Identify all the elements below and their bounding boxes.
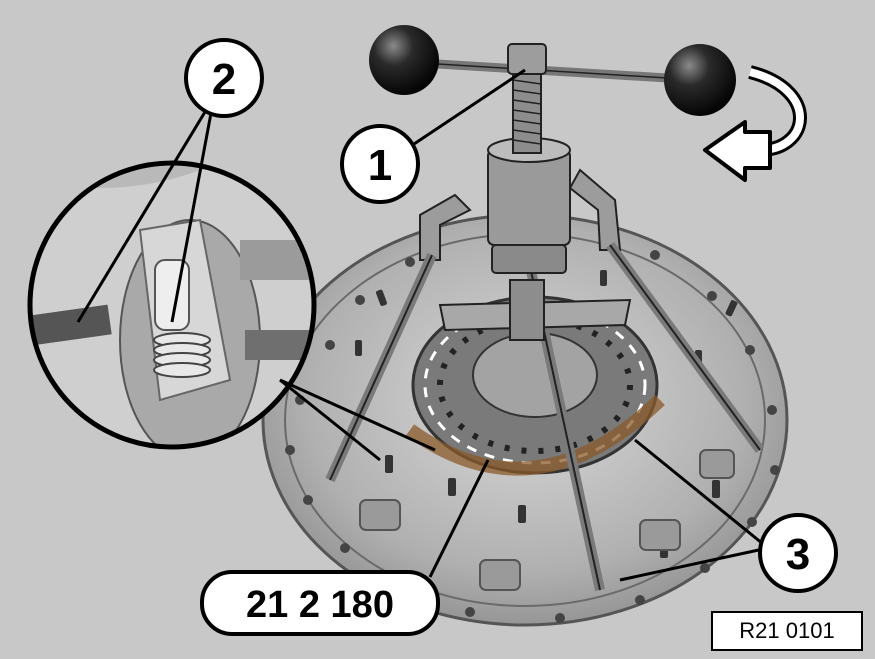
callout-3: 3 <box>758 513 838 593</box>
left-handle-knob <box>369 25 439 95</box>
rotation-arrow-icon <box>703 65 807 182</box>
figure-reference-code: R21 0101 <box>711 611 863 651</box>
callout-3-label: 3 <box>786 530 810 579</box>
tool-number-label: 21 2 180 <box>246 584 394 626</box>
right-handle-knob <box>664 44 736 116</box>
callout-1-label: 1 <box>368 141 392 190</box>
callout-2-label: 2 <box>212 55 236 104</box>
tool-number-callout: 21 2 180 <box>200 570 440 636</box>
callout-2: 2 <box>184 38 264 118</box>
detail-inset <box>27 160 317 450</box>
puller-tool <box>325 25 765 592</box>
callout-1: 1 <box>340 124 420 204</box>
leader-lines <box>76 68 769 582</box>
clutch-pressure-plate <box>261 213 789 627</box>
